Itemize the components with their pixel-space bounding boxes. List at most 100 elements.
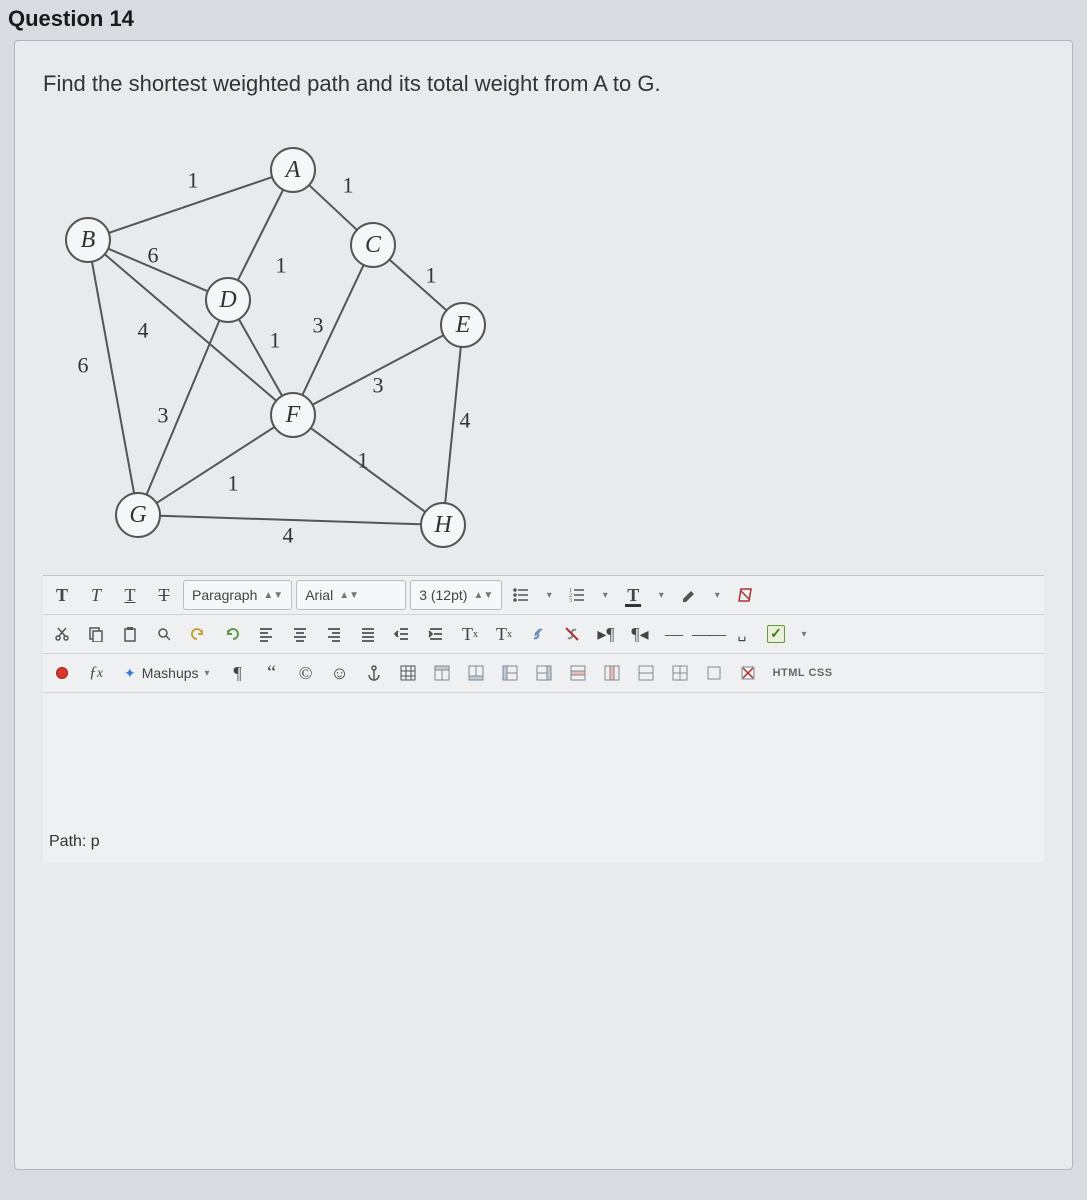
- graph-diagram: 1 1 1 6 4 6 1 3 1 3 3 4 1 1 4 A B C D E F G H: [43, 125, 503, 545]
- link-button[interactable]: [523, 619, 553, 649]
- spellcheck-dropdown[interactable]: ▾: [795, 619, 813, 649]
- underline-button[interactable]: T: [115, 580, 145, 610]
- font-select[interactable]: Arial ▲▼: [296, 580, 406, 610]
- find-button[interactable]: [149, 619, 179, 649]
- chevron-down-icon: ▲▼: [473, 590, 493, 601]
- svg-text:D: D: [218, 287, 236, 313]
- insert-table-button[interactable]: [393, 658, 423, 688]
- svg-text:H: H: [433, 512, 453, 538]
- number-list-dropdown[interactable]: ▾: [596, 580, 614, 610]
- table-col-before-button[interactable]: [495, 658, 525, 688]
- svg-text:1: 1: [276, 253, 287, 278]
- clear-format-button[interactable]: [730, 580, 760, 610]
- subscript-button[interactable]: Tx: [489, 619, 519, 649]
- svg-text:1: 1: [270, 328, 281, 353]
- highlight-button[interactable]: [674, 580, 704, 610]
- format-select-label: Paragraph: [192, 587, 257, 603]
- show-nonprinting-button[interactable]: ¶: [223, 658, 253, 688]
- table-col-after-button[interactable]: [529, 658, 559, 688]
- align-left-button[interactable]: [251, 619, 281, 649]
- spellcheck-button[interactable]: ✓: [761, 619, 791, 649]
- svg-text:B: B: [81, 227, 96, 253]
- question-title: Question 14: [0, 0, 1087, 40]
- table-delete-button[interactable]: [733, 658, 763, 688]
- table-merge-button[interactable]: [631, 658, 661, 688]
- format-select[interactable]: Paragraph ▲▼: [183, 580, 292, 610]
- unlink-button[interactable]: [557, 619, 587, 649]
- mashups-label: Mashups: [142, 665, 199, 681]
- font-select-label: Arial: [305, 587, 333, 603]
- long-dash-button[interactable]: ——: [693, 619, 723, 649]
- align-center-button[interactable]: [285, 619, 315, 649]
- editor-path: Path: p: [43, 693, 1044, 863]
- fx-button[interactable]: ƒx: [81, 658, 111, 688]
- superscript-button[interactable]: Tx: [455, 619, 485, 649]
- ltr-button[interactable]: ▸¶: [591, 619, 621, 649]
- svg-text:4: 4: [138, 318, 149, 343]
- table-props-button[interactable]: [699, 658, 729, 688]
- table-delete-col-button[interactable]: [597, 658, 627, 688]
- svg-text:1: 1: [228, 471, 239, 496]
- svg-text:4: 4: [283, 523, 294, 548]
- undo-button[interactable]: [183, 619, 213, 649]
- record-button[interactable]: [47, 658, 77, 688]
- blockquote-button[interactable]: “: [257, 658, 287, 688]
- cut-button[interactable]: [47, 619, 77, 649]
- svg-text:F: F: [285, 402, 301, 428]
- size-select[interactable]: 3 (12pt) ▲▼: [410, 580, 502, 610]
- svg-text:3: 3: [373, 373, 384, 398]
- table-delete-row-button[interactable]: [563, 658, 593, 688]
- indent-button[interactable]: [421, 619, 451, 649]
- svg-text:G: G: [129, 502, 146, 528]
- chevron-down-icon: ▲▼: [263, 590, 283, 601]
- paste-button[interactable]: [115, 619, 145, 649]
- svg-text:1: 1: [358, 448, 369, 473]
- bullet-list-button[interactable]: [506, 580, 536, 610]
- toolbar-row-3: ƒx ✦ Mashups ▾ ¶ “ © ☺: [43, 654, 1044, 693]
- text-color-button[interactable]: T: [618, 580, 648, 610]
- bold-button[interactable]: T: [47, 580, 77, 610]
- svg-text:4: 4: [460, 408, 471, 433]
- strikethrough-button[interactable]: T: [149, 580, 179, 610]
- table-row-after-button[interactable]: [461, 658, 491, 688]
- svg-text:6: 6: [78, 353, 89, 378]
- chevron-down-icon: ▲▼: [339, 590, 359, 601]
- svg-text:3: 3: [158, 403, 169, 428]
- svg-text:1: 1: [343, 173, 354, 198]
- redo-button[interactable]: [217, 619, 247, 649]
- svg-text:1: 1: [188, 168, 199, 193]
- size-select-label: 3 (12pt): [419, 587, 467, 603]
- rich-text-editor: T T T T Paragraph ▲▼ Arial ▲▼ 3 (12pt) ▲…: [43, 575, 1044, 863]
- mashups-button[interactable]: ✦ Mashups ▾: [115, 658, 219, 688]
- question-card: Find the shortest weighted path and its …: [14, 40, 1073, 1170]
- copyright-button[interactable]: ©: [291, 658, 321, 688]
- align-justify-button[interactable]: [353, 619, 383, 649]
- svg-text:C: C: [365, 232, 382, 258]
- table-split-button[interactable]: [665, 658, 695, 688]
- svg-text:3: 3: [313, 313, 324, 338]
- mashups-icon: ✦: [124, 665, 136, 682]
- align-right-button[interactable]: [319, 619, 349, 649]
- svg-text:A: A: [284, 157, 301, 183]
- nbsp-button[interactable]: ␣: [727, 619, 757, 649]
- toolbar-row-1: T T T T Paragraph ▲▼ Arial ▲▼ 3 (12pt) ▲…: [43, 576, 1044, 615]
- bullet-list-dropdown[interactable]: ▾: [540, 580, 558, 610]
- svg-text:1: 1: [426, 263, 437, 288]
- table-row-before-button[interactable]: [427, 658, 457, 688]
- svg-text:E: E: [455, 312, 471, 338]
- text-color-dropdown[interactable]: ▾: [652, 580, 670, 610]
- copy-button[interactable]: [81, 619, 111, 649]
- italic-button[interactable]: T: [81, 580, 111, 610]
- anchor-button[interactable]: [359, 658, 389, 688]
- hr-button[interactable]: —: [659, 619, 689, 649]
- rtl-button[interactable]: ¶◂: [625, 619, 655, 649]
- outdent-button[interactable]: [387, 619, 417, 649]
- toolbar-row-2: Tx Tx ▸¶ ¶◂ — —— ␣ ✓ ▾: [43, 615, 1044, 654]
- svg-text:6: 6: [148, 243, 159, 268]
- highlight-dropdown[interactable]: ▾: [708, 580, 726, 610]
- svg-text:3: 3: [569, 598, 572, 603]
- number-list-button[interactable]: 123: [562, 580, 592, 610]
- chevron-down-icon: ▾: [205, 668, 210, 679]
- emoji-button[interactable]: ☺: [325, 658, 355, 688]
- html-css-button[interactable]: HTML CSS: [767, 667, 839, 679]
